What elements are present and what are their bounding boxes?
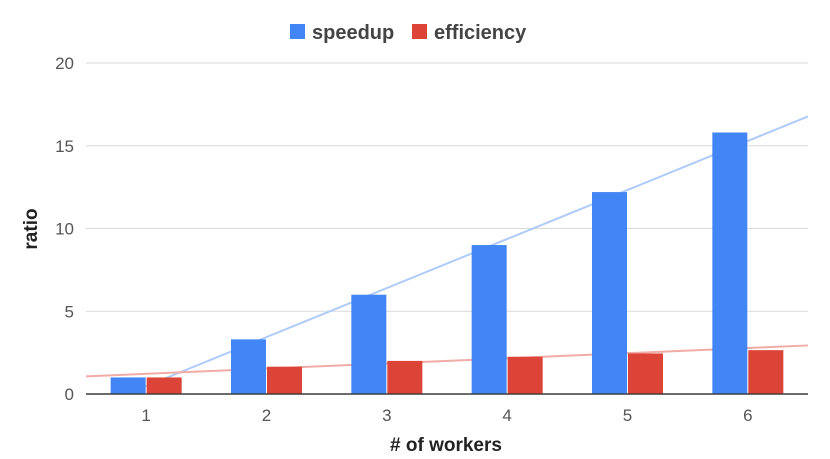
y-tick-labels: 0 5 10 15 20 (55, 54, 74, 404)
y-tick-label: 20 (55, 54, 74, 73)
legend-label-speedup: speedup (312, 22, 394, 44)
x-tick-labels: 1 2 3 4 5 6 (141, 406, 752, 425)
gridlines (86, 62, 808, 395)
y-axis-title: ratio (21, 208, 42, 249)
legend: speedup efficiency (290, 22, 527, 44)
trendlines (85, 115, 809, 395)
bar-speedup-2 (231, 339, 266, 394)
y-tick-label: 15 (55, 137, 74, 156)
x-tick-label: 6 (743, 406, 752, 425)
x-tick-label: 5 (623, 406, 632, 425)
bar-efficiency-6 (748, 350, 784, 394)
bar-efficiency-3 (387, 360, 423, 394)
legend-swatch-speedup (290, 24, 305, 39)
x-tick-label: 1 (141, 406, 150, 425)
bar-speedup-5 (592, 192, 627, 394)
bar-efficiency-2 (267, 366, 302, 394)
bar-speedup-1 (110, 377, 146, 394)
bar-speedup-3 (351, 294, 387, 394)
bar-efficiency-5 (628, 353, 663, 394)
bar-speedup-6 (712, 132, 748, 394)
bar-efficiency-4 (507, 356, 543, 394)
x-axis-title: # of workers (390, 435, 502, 456)
x-tick-label: 3 (382, 406, 391, 425)
trendline-efficiency (85, 344, 809, 378)
y-tick-label: 10 (55, 220, 74, 239)
bars (86, 132, 808, 395)
y-tick-label: 0 (65, 385, 74, 404)
y-tick-label: 5 (65, 302, 74, 321)
legend-swatch-efficiency (412, 24, 427, 39)
x-tick-label: 4 (502, 406, 511, 425)
trendline-speedup (126, 115, 809, 395)
bar-efficiency-1 (146, 377, 182, 394)
bar-speedup-4 (471, 245, 507, 394)
x-tick-label: 2 (262, 406, 271, 425)
legend-label-efficiency: efficiency (434, 22, 527, 44)
